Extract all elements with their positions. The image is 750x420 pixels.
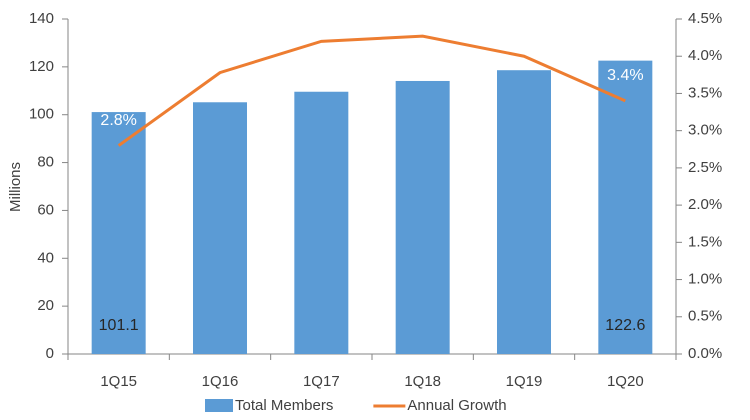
legend-label: Total Members (235, 397, 333, 414)
x-tick-label: 1Q16 (202, 373, 239, 390)
y-axis-title: Millions (7, 162, 24, 212)
y-tick-label: 140 (29, 10, 54, 27)
x-tick-label: 1Q15 (100, 373, 137, 390)
bar (193, 102, 247, 355)
y2-tick-label: 3.5% (688, 84, 722, 101)
bar (395, 80, 450, 354)
y2-tick-label: 2.5% (688, 159, 722, 176)
bar (91, 112, 146, 354)
y-tick-label: 80 (37, 154, 54, 171)
line (117, 34, 626, 147)
line-value-label: 3.4% (607, 67, 643, 84)
y2-tick-label: 0.5% (688, 308, 722, 325)
y-tick-label: 120 (29, 58, 54, 75)
y2-tick-label: 1.0% (688, 271, 722, 288)
y2-tick-label: 4.5% (688, 10, 722, 27)
y2-tick-label: 0.0% (688, 345, 722, 362)
x-tick-label: 1Q17 (303, 373, 340, 390)
legend-label: Annual Growth (407, 397, 506, 414)
y2-tick-label: 2.0% (688, 196, 722, 213)
y2-tick-label: 3.0% (688, 122, 722, 139)
x-tick-label: 1Q19 (506, 373, 543, 390)
bar-value-label: 122.6 (605, 317, 645, 334)
y2-tick-label: 4.0% (688, 47, 722, 64)
y-tick-label: 20 (37, 297, 54, 314)
x-tick-label: 1Q18 (404, 373, 441, 390)
bar (294, 91, 349, 354)
y-tick-label: 60 (37, 201, 54, 218)
line-value-label: 2.8% (100, 112, 136, 129)
bar (598, 60, 653, 355)
bar-value-label: 101.1 (99, 317, 139, 334)
x-tick-label: 1Q20 (607, 373, 644, 390)
y-tick-label: 0 (46, 345, 54, 362)
y-tick-label: 40 (37, 249, 54, 266)
y-tick-label: 100 (29, 106, 54, 123)
y2-tick-label: 1.5% (688, 233, 722, 250)
legend-swatch (205, 399, 233, 412)
bar (497, 70, 551, 354)
